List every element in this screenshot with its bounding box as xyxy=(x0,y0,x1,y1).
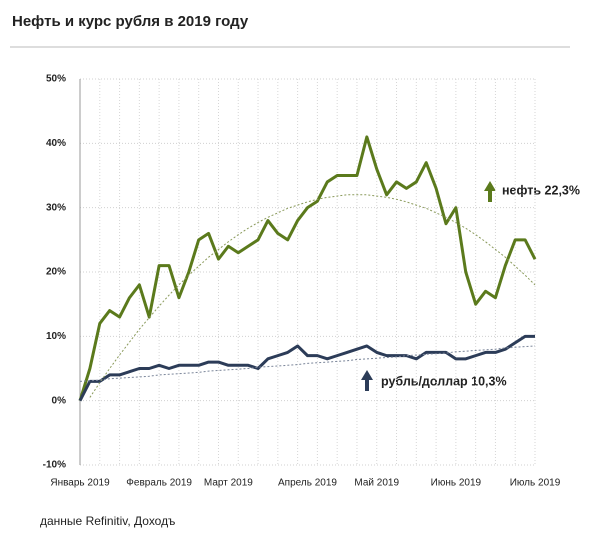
x-tick-label: Март 2019 xyxy=(204,478,253,489)
x-tick-label: Май 2019 xyxy=(354,478,399,489)
arrow-up xyxy=(361,370,373,391)
series-line xyxy=(78,135,537,402)
y-tick-label: 30% xyxy=(46,202,66,213)
x-tick-label: Февраль 2019 xyxy=(126,478,192,489)
arrow-up xyxy=(484,181,496,202)
y-tick-label: 50% xyxy=(46,74,66,85)
x-tick-label: Июнь 2019 xyxy=(431,478,482,489)
series-line xyxy=(78,334,535,402)
y-tick-label: 10% xyxy=(46,331,66,342)
x-tick-label: Апрель 2019 xyxy=(278,478,337,489)
chart-title: Нефть и курс рубля в 2019 году xyxy=(12,13,249,30)
source: данные Refinitiv, Доходъ xyxy=(40,514,176,528)
y-tick-label: 20% xyxy=(46,267,66,278)
x-tick-label: Январь 2019 xyxy=(50,478,110,489)
x-tick-label: Июль 2019 xyxy=(510,478,561,489)
annotation: нефть 22,3% xyxy=(502,183,580,197)
trend-line xyxy=(79,345,536,382)
y-tick-label: -10% xyxy=(43,460,66,471)
y-tick-label: 0% xyxy=(52,395,67,406)
y-tick-label: 40% xyxy=(46,138,66,149)
annotation: рубль/доллар 10,3% xyxy=(381,374,507,388)
